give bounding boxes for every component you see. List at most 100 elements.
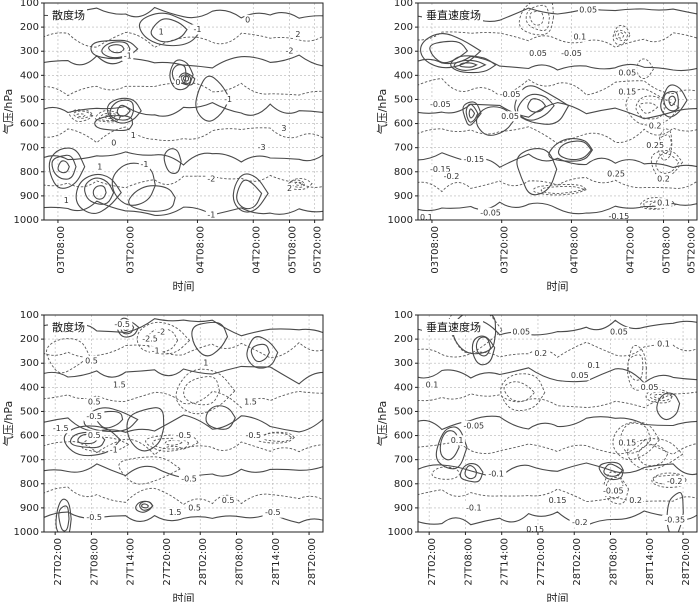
contour-label: -0.15 <box>609 212 630 221</box>
contour-ring <box>73 110 93 119</box>
contour-ring <box>649 391 674 402</box>
y-tick-label: 100 <box>20 310 39 321</box>
contour-label: -0.05 <box>500 90 521 99</box>
plot-frame <box>43 314 324 533</box>
contour-line <box>418 102 697 120</box>
y-tick-label: 500 <box>20 406 39 417</box>
contour-label: -0.2 <box>444 172 460 181</box>
contour-ring <box>116 104 131 117</box>
contour-ring <box>116 317 140 338</box>
contour-line <box>418 510 697 526</box>
contour-label: -0.2 <box>667 477 683 486</box>
contour-line <box>44 511 323 524</box>
x-tick-label: 28T02:00 <box>572 538 583 586</box>
contour-ring <box>95 110 121 123</box>
contour-ring <box>118 456 182 485</box>
contour-line <box>44 438 323 456</box>
y-axis-label: 气压/hPa <box>375 89 389 135</box>
x-tick-label: 28T14:00 <box>645 538 656 586</box>
contour-label: -1 <box>193 25 201 34</box>
y-tick-label: 300 <box>394 358 413 369</box>
x-axis-label: 时间 <box>173 280 195 293</box>
contour-line <box>44 341 323 359</box>
panel-title: 散度场 <box>52 8 85 22</box>
contour-label: -0.15 <box>430 165 451 174</box>
y-tick-label: 200 <box>20 334 39 345</box>
contour-ring <box>532 184 588 196</box>
contour-ring <box>459 463 484 483</box>
contour-label: 0.25 <box>646 141 664 150</box>
contour-label: 0.1 <box>657 339 670 348</box>
contour-label: 1.5 <box>169 508 182 517</box>
contour-label: 0 <box>175 78 180 87</box>
contour-ring <box>639 102 659 114</box>
contour-ring <box>462 101 482 126</box>
contour-ring <box>548 138 594 162</box>
contour-line <box>44 414 323 433</box>
contour-line <box>44 101 323 117</box>
contour-ring <box>180 74 192 85</box>
contour-ring <box>464 465 478 480</box>
y-tick-label: 700 <box>394 455 413 466</box>
x-tick-label: 27T20:00 <box>536 538 547 586</box>
contour-label: 1.5 <box>244 397 257 406</box>
y-tick-label: 700 <box>20 455 39 466</box>
contour-line <box>418 439 697 455</box>
contour-ring <box>516 148 558 196</box>
contour-label: -1.5 <box>53 424 69 433</box>
y-axis-label: 气压/hPa <box>375 401 389 447</box>
contour-label: -0.05 <box>561 49 582 58</box>
contour-label: -2.5 <box>142 335 158 344</box>
contour-label: -1 <box>140 160 148 169</box>
contour-ring <box>598 461 624 481</box>
contour-label: 0.05 <box>610 327 628 336</box>
x-tick-label: 27T08:00 <box>89 538 100 586</box>
x-tick-label: 28T20:00 <box>681 538 692 586</box>
contour-ring <box>459 62 478 68</box>
contour-ring <box>518 3 554 36</box>
contour-ring <box>68 109 94 123</box>
x-tick-label: 05T08:00 <box>288 226 299 274</box>
contour-ring <box>529 10 544 26</box>
contour-label: -0.5 <box>114 320 130 329</box>
contour-ring <box>48 147 86 189</box>
contour-label: 0.2 <box>534 349 547 358</box>
contour-ring <box>139 500 154 511</box>
x-tick-label: 28T14:00 <box>271 538 282 586</box>
x-tick-label: 27T20:00 <box>162 538 173 586</box>
contour-ring <box>448 315 503 354</box>
contour-ring <box>175 368 236 415</box>
contour-ring <box>84 177 115 205</box>
contour-label: -0.5 <box>265 508 281 517</box>
x-axis-label: 时间 <box>547 592 569 602</box>
y-tick-label: 400 <box>20 70 39 81</box>
contour-label: 0.05 <box>529 49 547 58</box>
contour-line <box>418 341 697 358</box>
y-tick-label: 1000 <box>14 215 39 226</box>
contour-ring <box>475 336 492 357</box>
contour-label: 0.5 <box>88 397 101 406</box>
x-tick-label: 27T14:00 <box>126 538 137 586</box>
contour-ring <box>183 376 220 406</box>
contour-ring <box>138 12 203 47</box>
contour-ring <box>108 44 125 54</box>
x-tick-label: 28T08:00 <box>235 538 246 586</box>
contour-label: 1 <box>203 359 208 368</box>
contour-label: 0.15 <box>618 438 636 447</box>
contour-ring <box>57 160 70 174</box>
contour-label: 0.1 <box>573 32 586 41</box>
x-tick-label: 28T20:00 <box>307 538 318 586</box>
contour-ring <box>603 463 624 477</box>
contour-ring <box>439 430 460 461</box>
contour-line <box>44 200 323 216</box>
y-tick-label: 900 <box>394 503 413 514</box>
contour-label: -0.5 <box>181 474 197 483</box>
contour-ring <box>46 338 91 374</box>
x-tick-label: 27T02:00 <box>427 538 438 586</box>
contour-ring <box>468 108 476 119</box>
contour-line <box>418 391 697 409</box>
x-axis-label: 时间 <box>547 280 569 293</box>
y-tick-label: 1000 <box>388 527 413 538</box>
contour-ring <box>294 181 304 186</box>
y-tick-label: 800 <box>20 479 39 490</box>
